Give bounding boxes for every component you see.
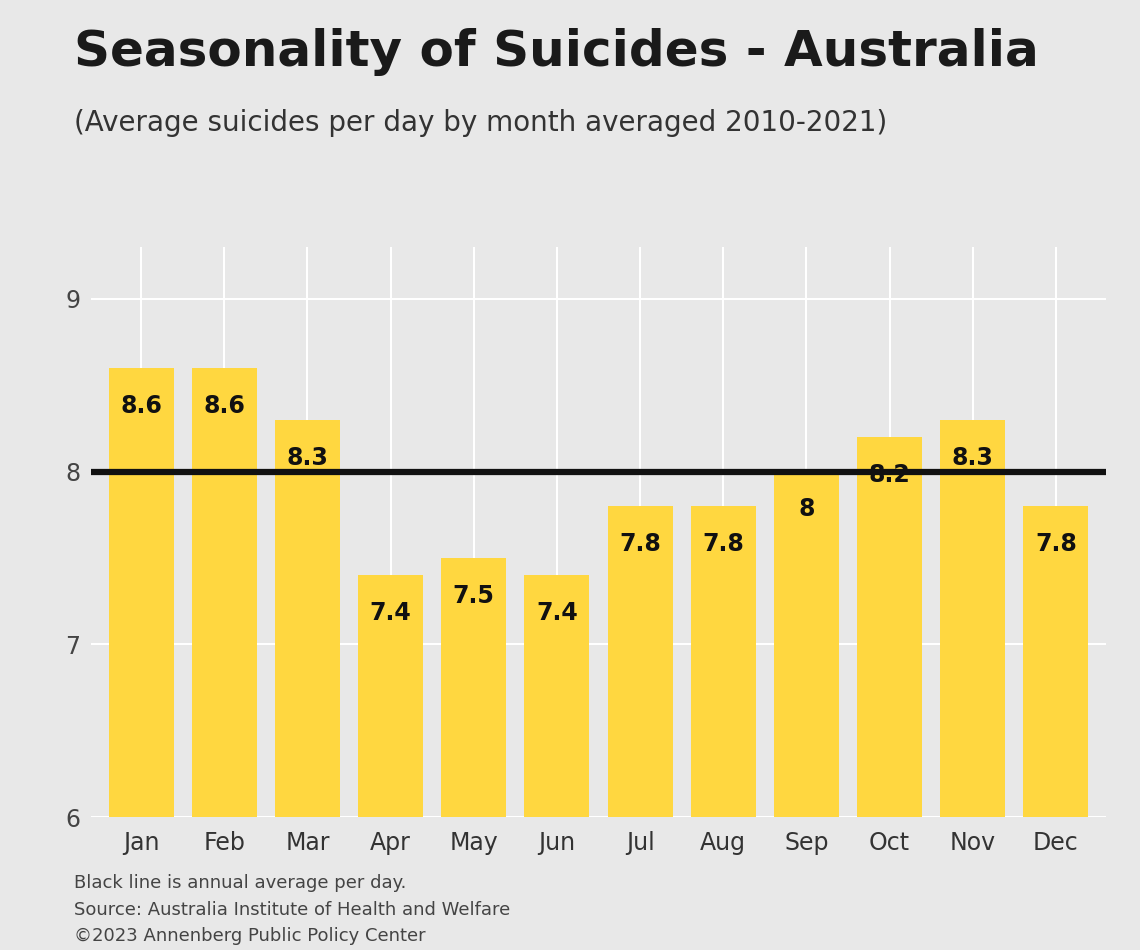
Text: 8.3: 8.3	[952, 446, 994, 469]
Text: 7.4: 7.4	[536, 601, 578, 625]
Text: Seasonality of Suicides - Australia: Seasonality of Suicides - Australia	[74, 28, 1039, 77]
Bar	[1024, 506, 1089, 950]
Text: 8.3: 8.3	[286, 446, 328, 469]
Bar	[358, 575, 423, 950]
Text: 8: 8	[798, 498, 815, 522]
Text: 7.8: 7.8	[702, 532, 744, 556]
Bar	[108, 368, 173, 950]
Text: 8.6: 8.6	[203, 394, 245, 418]
Text: 7.5: 7.5	[453, 584, 495, 608]
Text: 7.4: 7.4	[369, 601, 412, 625]
Bar	[192, 368, 256, 950]
Bar	[524, 575, 589, 950]
Text: 7.8: 7.8	[619, 532, 661, 556]
Text: 7.8: 7.8	[1035, 532, 1077, 556]
Text: 8.2: 8.2	[869, 463, 911, 487]
Text: 8.6: 8.6	[120, 394, 162, 418]
Text: (Average suicides per day by month averaged 2010-2021): (Average suicides per day by month avera…	[74, 109, 887, 137]
Bar	[275, 420, 340, 950]
Bar	[441, 558, 506, 950]
Bar	[774, 471, 839, 950]
Text: Black line is annual average per day.
Source: Australia Institute of Health and : Black line is annual average per day. So…	[74, 874, 511, 945]
Bar	[940, 420, 1005, 950]
Bar	[691, 506, 756, 950]
Bar	[608, 506, 673, 950]
Bar	[857, 437, 922, 950]
